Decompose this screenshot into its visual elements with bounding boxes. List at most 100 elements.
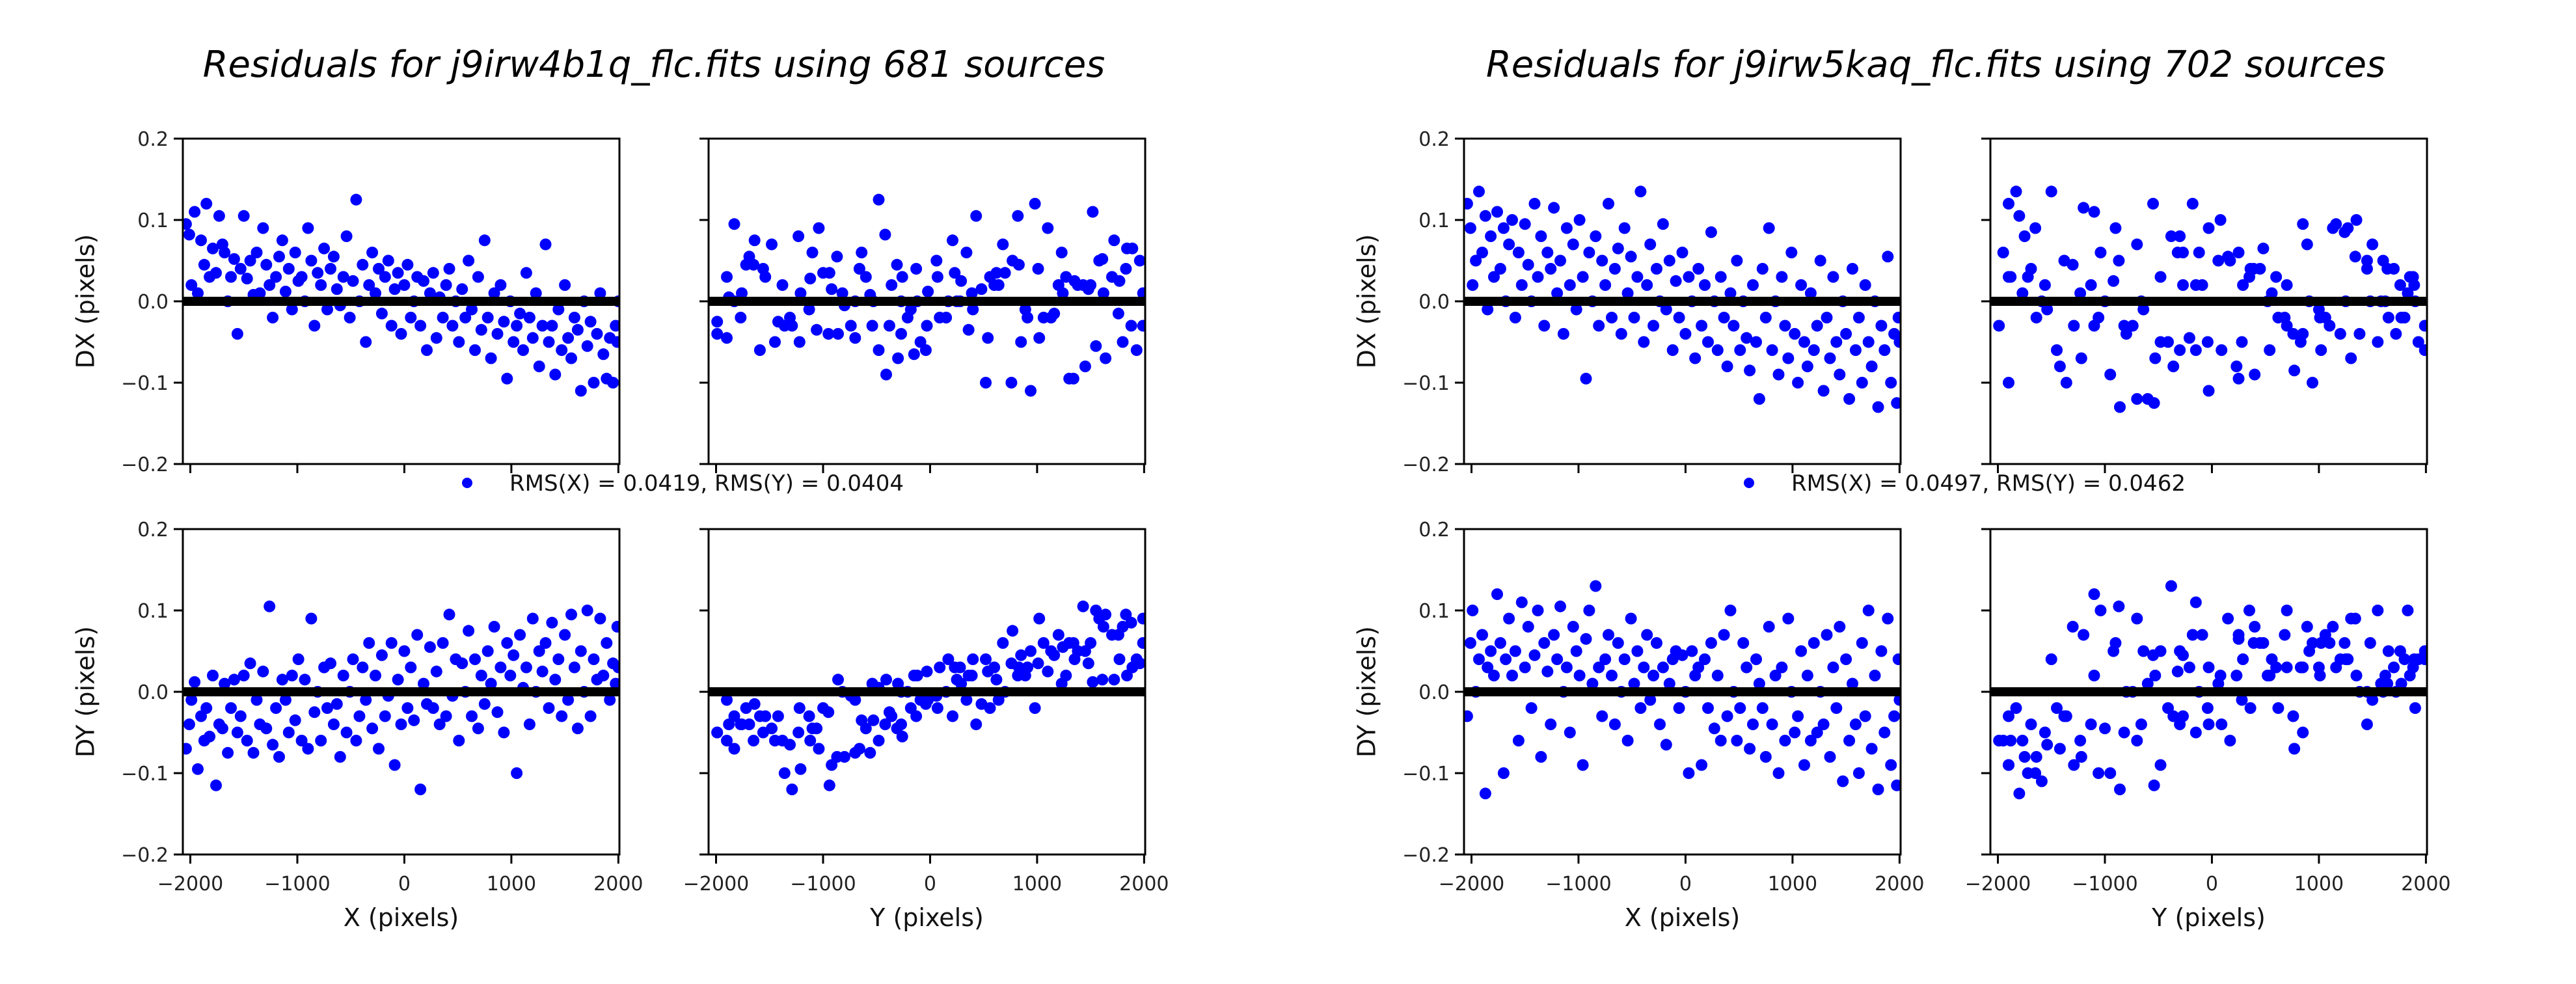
data-point (2257, 242, 2270, 254)
data-point (347, 653, 359, 665)
data-point (2297, 726, 2309, 739)
data-point (1580, 633, 1592, 645)
data-point (2005, 271, 2017, 283)
data-point (353, 710, 366, 722)
data-point (2407, 271, 2419, 283)
data-point (526, 332, 539, 344)
data-point (472, 722, 484, 735)
data-point (1625, 612, 1637, 625)
data-point (1042, 665, 1054, 677)
data-point (769, 336, 781, 348)
data-point (327, 251, 340, 263)
data-point (1491, 588, 1503, 600)
data-point (1663, 677, 1675, 690)
data-point (511, 767, 523, 779)
data-point (990, 674, 1003, 686)
data-point (2319, 312, 2331, 323)
data-point (1548, 629, 1560, 641)
data-point (2154, 271, 2167, 283)
data-point (2154, 645, 2167, 657)
y-tick-label: −0.2 (121, 454, 169, 476)
data-point (1096, 674, 1109, 686)
data-point (344, 312, 356, 323)
data-point (1772, 767, 1785, 779)
y-axis-label: DX (pixels) (72, 234, 100, 369)
data-point (1852, 767, 1865, 779)
data-point (1532, 271, 1544, 283)
data-point (1628, 312, 1640, 323)
y-tick-label: −0.2 (1402, 844, 1450, 867)
data-point (414, 320, 427, 332)
data-point (1893, 336, 1901, 348)
data-point (743, 718, 755, 730)
data-point (1612, 637, 1624, 649)
data-point (1891, 779, 1901, 791)
data-point (2177, 247, 2189, 258)
data-point (504, 670, 517, 681)
data-point (195, 234, 207, 247)
data-point (1824, 352, 1836, 364)
data-point (886, 279, 898, 291)
data-point (919, 698, 932, 710)
data-point (1779, 320, 1791, 332)
data-point (1830, 702, 1843, 714)
panel-dy-vs-x: 0.2 0.1 0.0 −0.1 −0.2 −2000 −1000 0 1000 2000 X (p… (1353, 519, 1925, 932)
data-point (728, 218, 740, 230)
data-point (1512, 247, 1525, 258)
data-point (1570, 645, 1582, 657)
data-point (2203, 222, 2215, 234)
data-point (1554, 254, 1566, 267)
data-point (1087, 676, 1099, 688)
figure-title: Residuals for j9irw5kaq_flc.fits using 7… (1486, 44, 2385, 86)
data-point (2131, 393, 2143, 405)
data-point (806, 247, 819, 258)
data-point (997, 238, 1009, 251)
data-point (533, 361, 545, 372)
data-point (1849, 718, 1862, 730)
data-point (753, 344, 766, 356)
data-point (826, 759, 838, 771)
data-point (539, 637, 552, 649)
data-point (748, 735, 760, 746)
data-point (1885, 377, 1897, 389)
data-point (776, 279, 789, 291)
data-point (1811, 726, 1823, 739)
data-point (289, 714, 301, 726)
data-point (533, 645, 545, 657)
data-point (2193, 247, 2205, 258)
data-point (1792, 710, 1804, 722)
data-point (1711, 670, 1724, 681)
y-tick-label: 0.2 (137, 519, 169, 541)
data-point (990, 267, 1003, 279)
data-point (849, 694, 861, 706)
data-point (552, 653, 565, 665)
data-point (2216, 344, 2228, 356)
data-point (772, 316, 784, 328)
data-point (2045, 185, 2057, 198)
data-point (1847, 677, 1858, 690)
data-point (427, 702, 439, 714)
data-point (276, 674, 288, 686)
data-point (1654, 718, 1666, 730)
data-point (2281, 605, 2293, 616)
data-point (728, 743, 740, 755)
data-point (960, 694, 973, 706)
panel-dx-vs-x: 0.2 0.1 0.0 −0.1 −0.2 DX (pixels) (72, 128, 621, 476)
data-point (1875, 320, 1888, 332)
data-point (1647, 670, 1660, 681)
data-point (2281, 279, 2293, 291)
data-point (2074, 287, 2087, 299)
data-point (1022, 661, 1034, 674)
data-point (1817, 385, 1830, 397)
data-point (1759, 312, 1772, 323)
data-point (588, 377, 600, 389)
data-point (947, 234, 958, 247)
x-tick-label: 2000 (2401, 873, 2450, 895)
data-point (611, 621, 619, 633)
data-point (2232, 247, 2245, 258)
data-point (1608, 263, 1621, 275)
data-point (1756, 263, 1769, 275)
data-point (469, 653, 481, 665)
data-point (2039, 279, 2051, 291)
